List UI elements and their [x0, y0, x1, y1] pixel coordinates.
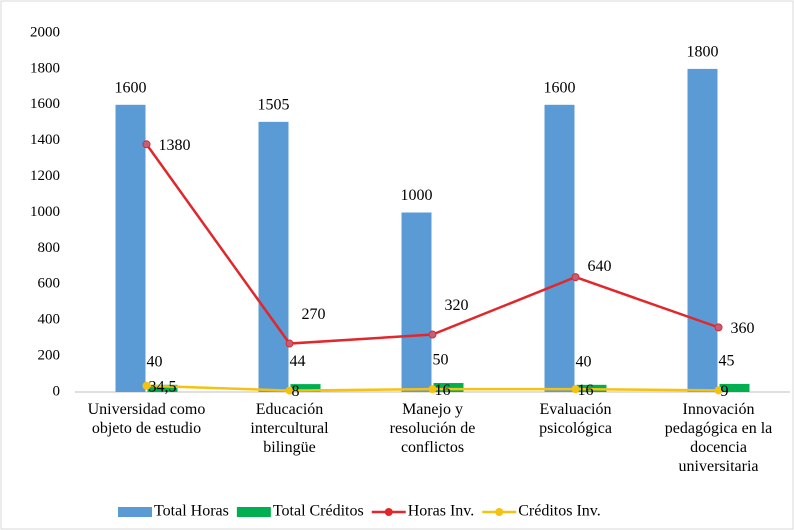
line-marker [714, 386, 723, 395]
bar [147, 384, 178, 392]
data-label: 9 [721, 383, 729, 400]
y-tick-label: 800 [38, 240, 61, 256]
bar [115, 104, 146, 393]
data-label: 270 [302, 306, 326, 323]
bar [401, 212, 432, 392]
legend-swatch [495, 508, 504, 516]
x-tick-label: Universidad como objeto de estudio [88, 401, 206, 437]
line-marker [571, 385, 580, 394]
bar [544, 104, 575, 393]
data-label: 1380 [159, 137, 191, 154]
legend-label: Horas Inv. [408, 503, 475, 520]
y-tick-label: 2000 [30, 24, 60, 40]
data-label: 44 [290, 353, 306, 370]
data-label: 16 [435, 382, 451, 399]
bar [290, 384, 321, 392]
data-label: 34,5 [149, 378, 177, 395]
line-marker [428, 385, 437, 394]
data-label: 40 [147, 353, 163, 370]
data-label: 1505 [258, 97, 290, 114]
legend-swatch [236, 507, 271, 517]
data-label: 8 [292, 383, 300, 400]
legend-swatch [384, 508, 393, 516]
line-marker [142, 381, 151, 390]
legend-label: Total Créditos [273, 503, 364, 520]
y-tick-label: 0 [53, 383, 61, 399]
line-marker [285, 339, 294, 348]
y-tick-label: 1600 [30, 96, 60, 112]
y-tick-label: 400 [38, 312, 61, 328]
data-label: 1800 [687, 44, 719, 61]
data-label: 1600 [115, 79, 147, 96]
data-label: 45 [719, 353, 735, 370]
data-label: 1600 [544, 79, 576, 96]
data-label: 16 [578, 382, 594, 399]
data-label: 50 [433, 352, 449, 369]
x-tick-label: Educación intercultural bilingüe [250, 401, 329, 456]
data-label: 320 [445, 297, 469, 314]
data-label: 640 [588, 258, 612, 275]
line-marker [571, 273, 580, 282]
x-tick-label: Innovación pedagógica en la docencia univer… [665, 401, 773, 475]
line-marker [428, 330, 437, 339]
bar [258, 121, 289, 392]
line-marker [285, 386, 294, 395]
x-tick-label: Manejo y resolución de conflictos [390, 401, 476, 456]
bar [687, 68, 718, 393]
line-marker [142, 140, 151, 149]
data-label: 360 [731, 320, 755, 337]
y-tick-label: 1800 [30, 60, 60, 76]
y-tick-label: 1200 [30, 168, 60, 184]
x-tick-label: Evaluación psicológica [539, 401, 612, 437]
y-tick-label: 1000 [30, 204, 60, 220]
line-marker [714, 323, 723, 332]
data-label: 1000 [401, 187, 433, 204]
bar [719, 383, 750, 392]
legend-label: Total Horas [154, 503, 229, 520]
data-label: 40 [576, 353, 592, 370]
y-tick-label: 600 [38, 276, 61, 292]
bar [433, 383, 464, 392]
legend-label: Créditos Inv. [518, 503, 601, 520]
legend-swatch [118, 507, 152, 517]
y-tick-label: 1400 [30, 132, 60, 148]
y-tick-label: 200 [38, 348, 61, 364]
